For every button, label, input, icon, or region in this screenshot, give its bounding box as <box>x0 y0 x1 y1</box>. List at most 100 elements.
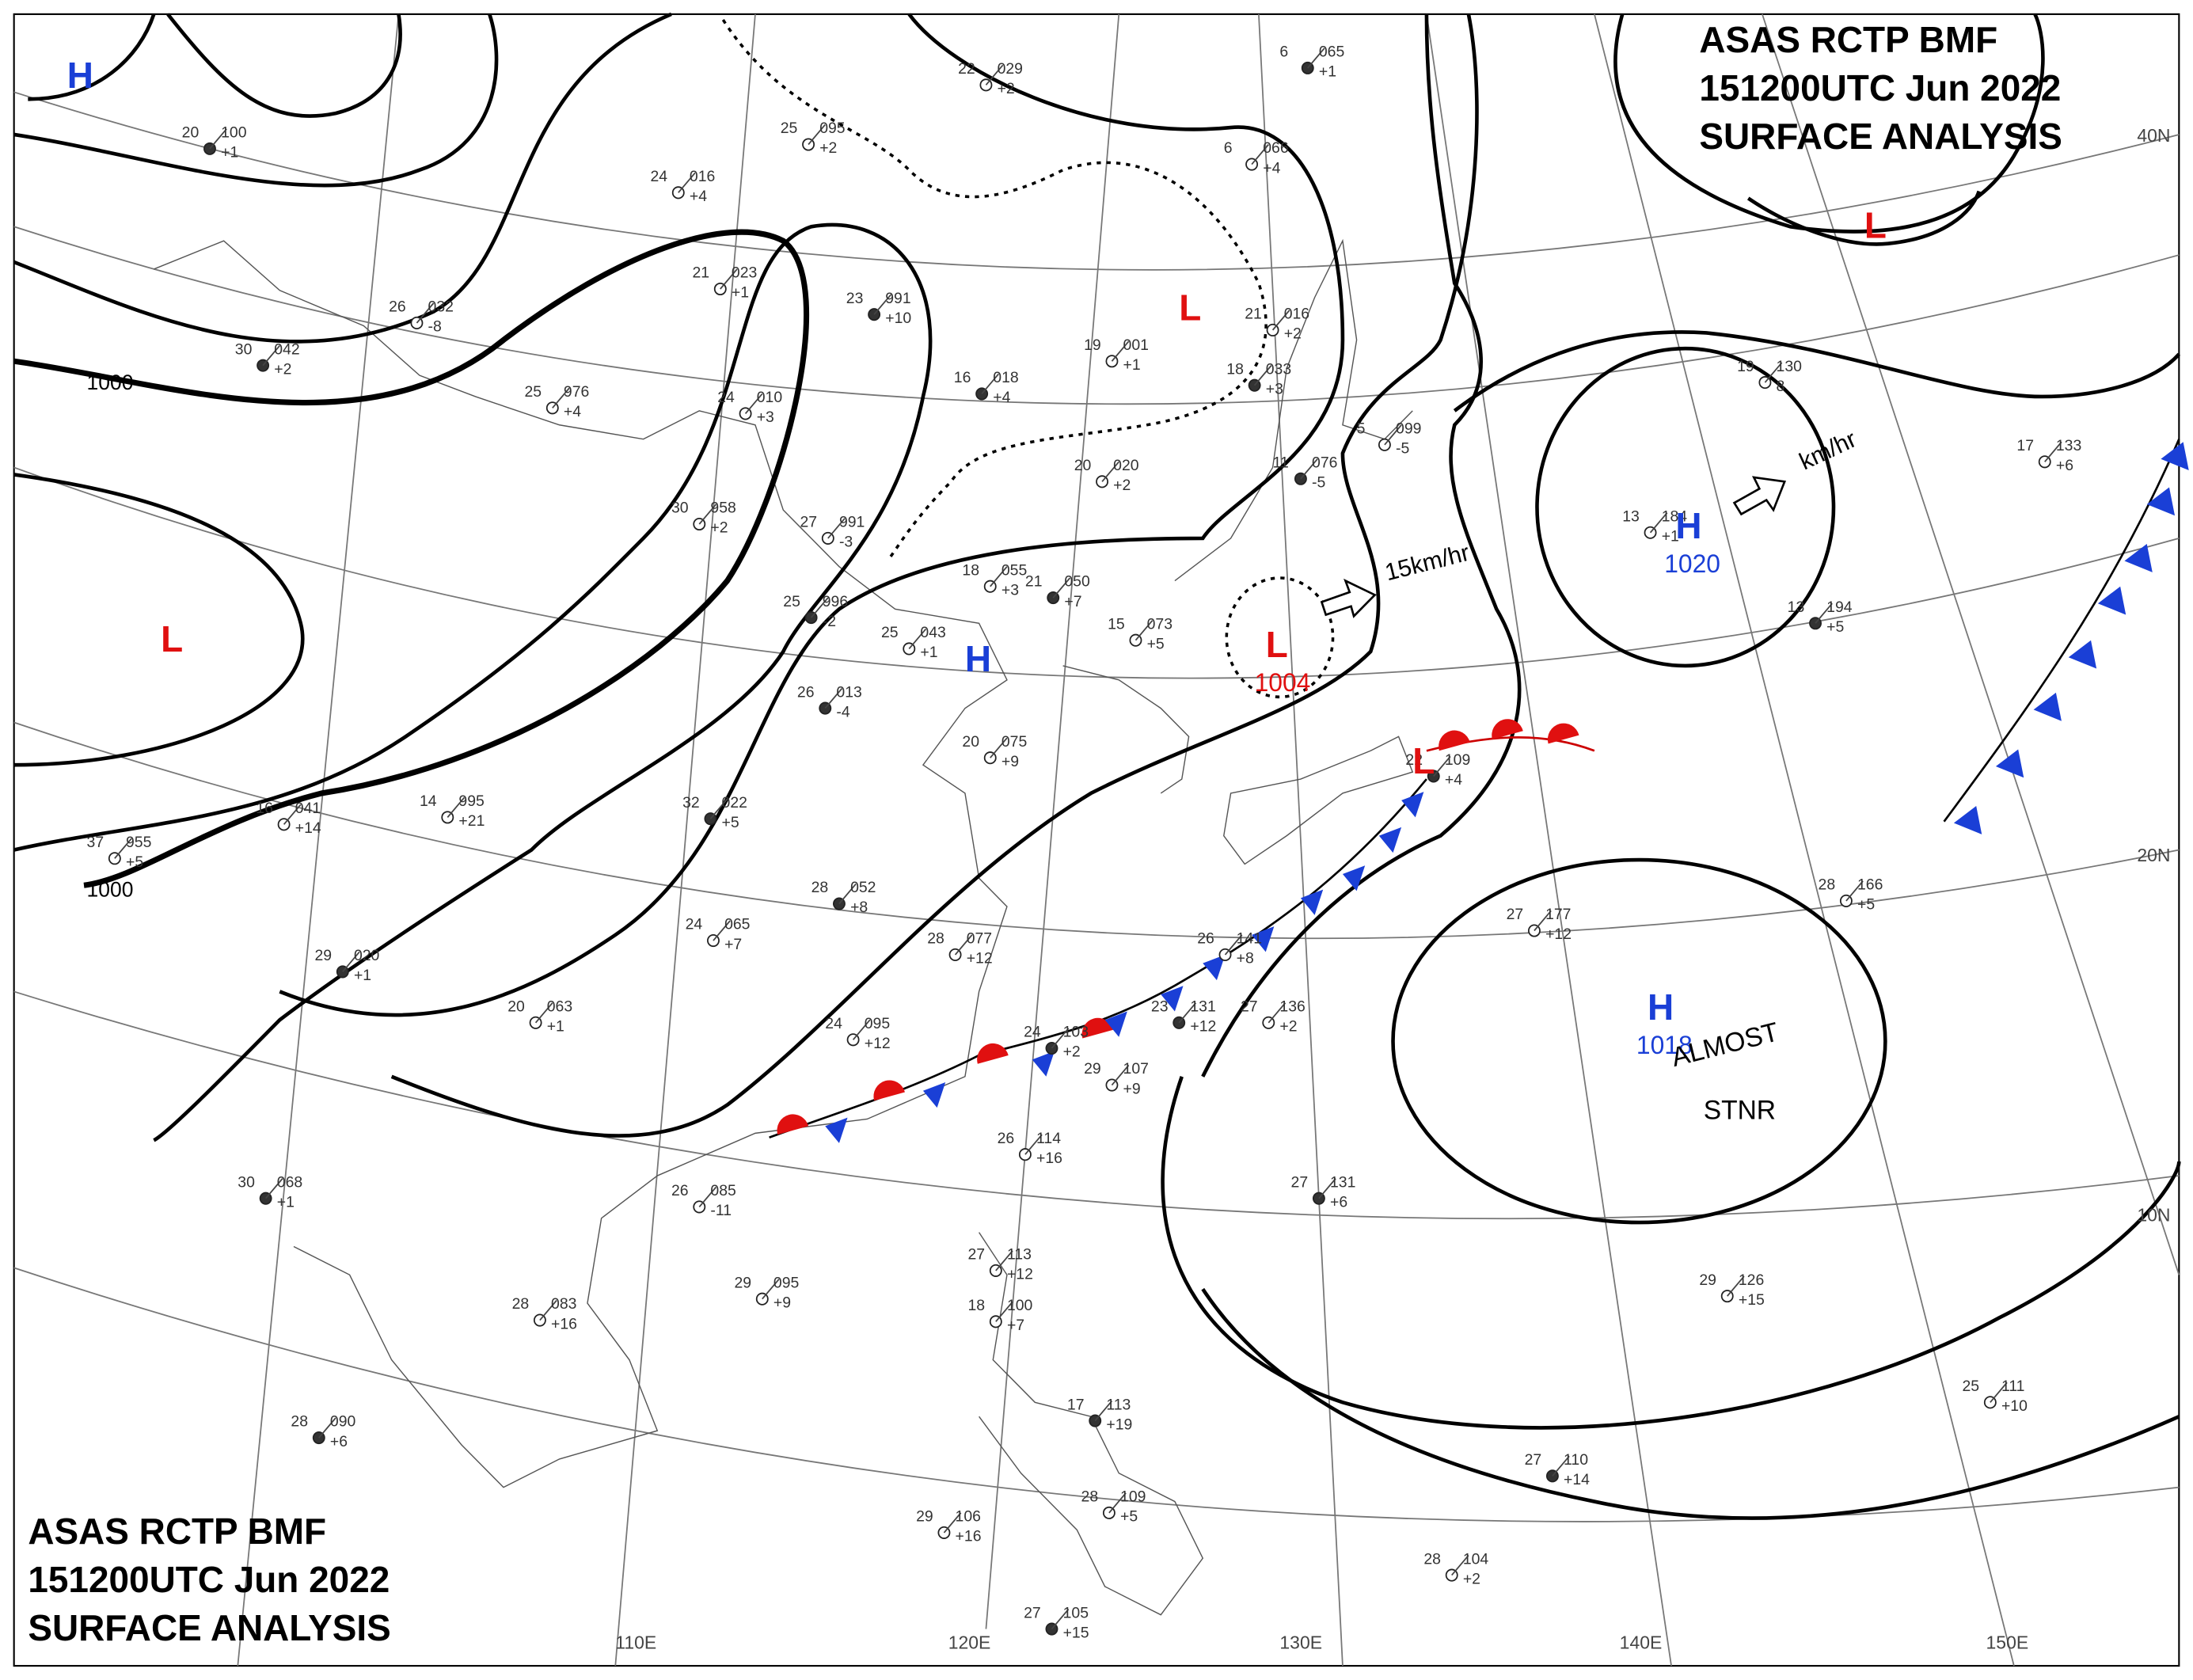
station-pressure: 104 <box>1463 1550 1489 1568</box>
station-tendency: +4 <box>1263 159 1280 177</box>
warm-front-mark <box>1439 730 1470 751</box>
station-pressure: 100 <box>221 124 247 141</box>
station: 25 043 +1 <box>881 624 946 661</box>
station-tendency: -3 <box>839 534 853 551</box>
wind-barb <box>1649 512 1668 534</box>
station-temp: 6 <box>1279 43 1288 60</box>
station-pressure: 032 <box>428 298 454 316</box>
station-pressure: 065 <box>724 916 751 933</box>
station-pressure: 022 <box>722 794 747 811</box>
station: 24 010 +3 <box>717 389 782 426</box>
station-pressure: 131 <box>1330 1173 1355 1191</box>
wind-barb <box>827 518 846 539</box>
station-tendency: +5 <box>1826 618 1844 636</box>
station: 26 032 -8 <box>389 298 454 336</box>
station: 28 090 +6 <box>291 1413 355 1450</box>
station-temp: 27 <box>1525 1451 1542 1469</box>
station-temp: 27 <box>800 513 817 530</box>
station-pressure: 063 <box>547 998 573 1015</box>
wind-barb <box>995 1301 1013 1322</box>
station: 24 103 +2 <box>1024 1024 1089 1061</box>
cold-front-mark <box>2124 544 2153 572</box>
wind-barb <box>1178 1002 1197 1024</box>
pressure-center: L <box>1412 740 1435 781</box>
wind-barb <box>1451 1554 1469 1576</box>
station: 18 033 +3 <box>1226 360 1291 397</box>
station-tendency: -8 <box>428 318 442 336</box>
fronts <box>769 439 2189 1143</box>
station-tendency: +2 <box>1284 325 1302 343</box>
station: 23 131 +12 <box>1151 998 1216 1035</box>
wind-barb <box>1990 1382 2008 1403</box>
station: 26 013 -4 <box>797 683 862 720</box>
station-tendency: +1 <box>1662 527 1679 545</box>
station-pressure: 131 <box>1190 998 1215 1015</box>
wind-barb <box>1727 1275 1745 1297</box>
wind-barb <box>447 796 466 818</box>
wind-barb <box>908 628 927 650</box>
cold-front-mark <box>825 1117 848 1143</box>
station-tendency: +16 <box>551 1315 577 1332</box>
wind-barb <box>720 268 738 290</box>
wind-barb <box>534 1002 553 1024</box>
station-temp: 25 <box>881 624 899 641</box>
wind-barb <box>981 373 1000 394</box>
station-pressure: 095 <box>865 1015 891 1032</box>
station: 19 001 +1 <box>1084 336 1149 374</box>
station-pressure: 018 <box>993 369 1019 386</box>
header-line: ASAS RCTP BMF <box>1699 19 1997 60</box>
cold-front-mark <box>1401 792 1424 818</box>
station-tendency: +1 <box>920 644 937 661</box>
station-temp: 24 <box>717 389 735 406</box>
station-tendency: +8 <box>850 899 868 916</box>
station: 37 955 +5 <box>87 834 152 871</box>
station-temp: 21 <box>692 264 709 282</box>
station-tendency: +12 <box>1545 926 1572 943</box>
station-tendency: +12 <box>865 1035 891 1052</box>
station-temp: 23 <box>1151 998 1169 1015</box>
station: 27 177 +12 <box>1507 906 1572 943</box>
station-temp: 19 <box>1737 358 1754 375</box>
station-pressure: 166 <box>1857 876 1883 894</box>
station: 27 113 +12 <box>967 1245 1032 1283</box>
station-temp: 26 <box>389 298 406 316</box>
station-tendency: +5 <box>126 853 143 871</box>
station-temp: 37 <box>87 834 105 851</box>
isobar-label: 1000 <box>87 371 134 394</box>
wind-barb <box>810 597 829 618</box>
labels: ASAS RCTP BMF 151200UTC Jun 2022 SURFACE A… <box>28 19 2170 1653</box>
station-tendency: +8 <box>1237 950 1254 967</box>
station-temp: 22 <box>958 60 975 78</box>
station-temp: 28 <box>811 879 829 896</box>
station-pressure: 114 <box>1036 1130 1061 1147</box>
station-tendency: +7 <box>1007 1317 1024 1334</box>
station-pressure: 111 <box>2001 1378 2025 1395</box>
station-temp: 24 <box>825 1015 842 1032</box>
station: 24 095 +12 <box>825 1015 890 1052</box>
station-temp: 29 <box>1699 1271 1716 1289</box>
pressure-center: L <box>1179 287 1201 328</box>
station-temp: 20 <box>962 733 979 751</box>
station-temp: 26 <box>797 683 815 701</box>
station-temp: 20 <box>507 998 525 1015</box>
pressure-center: L <box>1864 204 1887 245</box>
station-tendency: -5 <box>1396 439 1409 457</box>
wind-barb <box>318 1417 336 1439</box>
station-tendency: +9 <box>1123 1080 1141 1097</box>
central-pressure: 1020 <box>1664 549 1720 578</box>
station-tendency: +4 <box>993 389 1010 406</box>
station: 28 166 +5 <box>1819 876 1883 914</box>
wind-barb <box>552 387 570 409</box>
station-pressure: 095 <box>819 120 846 137</box>
station: 17 113 +19 <box>1067 1396 1132 1433</box>
warm-front-mark <box>977 1043 1009 1064</box>
station: 13 194 +5 <box>1788 599 1853 636</box>
wind-barb <box>1384 424 1402 446</box>
station-temp: 25 <box>783 593 800 610</box>
wind-barb <box>852 1019 871 1040</box>
wind-barb <box>698 504 717 525</box>
cold-front-mark <box>1252 926 1275 952</box>
station-tendency: +1 <box>221 143 238 161</box>
lon-label: 120E <box>948 1632 991 1653</box>
station-temp: 30 <box>235 340 253 358</box>
